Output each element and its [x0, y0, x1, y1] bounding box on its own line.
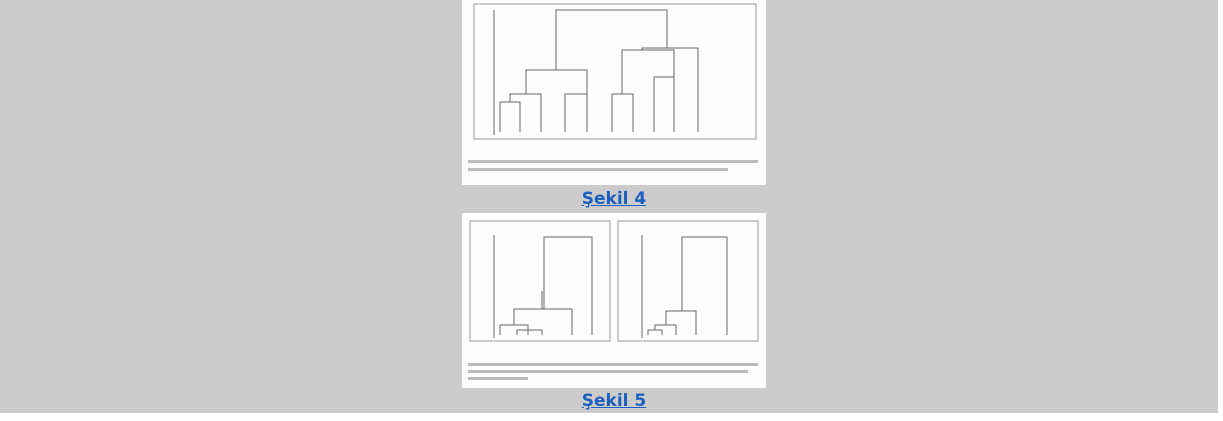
dendrogram — [468, 220, 759, 380]
dendrogram — [468, 3, 758, 171]
figure-link[interactable]: Şekil 4 — [581, 189, 647, 209]
figure-link[interactable]: Şekil 5 — [581, 391, 647, 411]
figure-image — [462, 213, 766, 388]
figure-image — [462, 0, 766, 185]
page: Şekil 4 Şekil 5 — [0, 0, 1218, 413]
